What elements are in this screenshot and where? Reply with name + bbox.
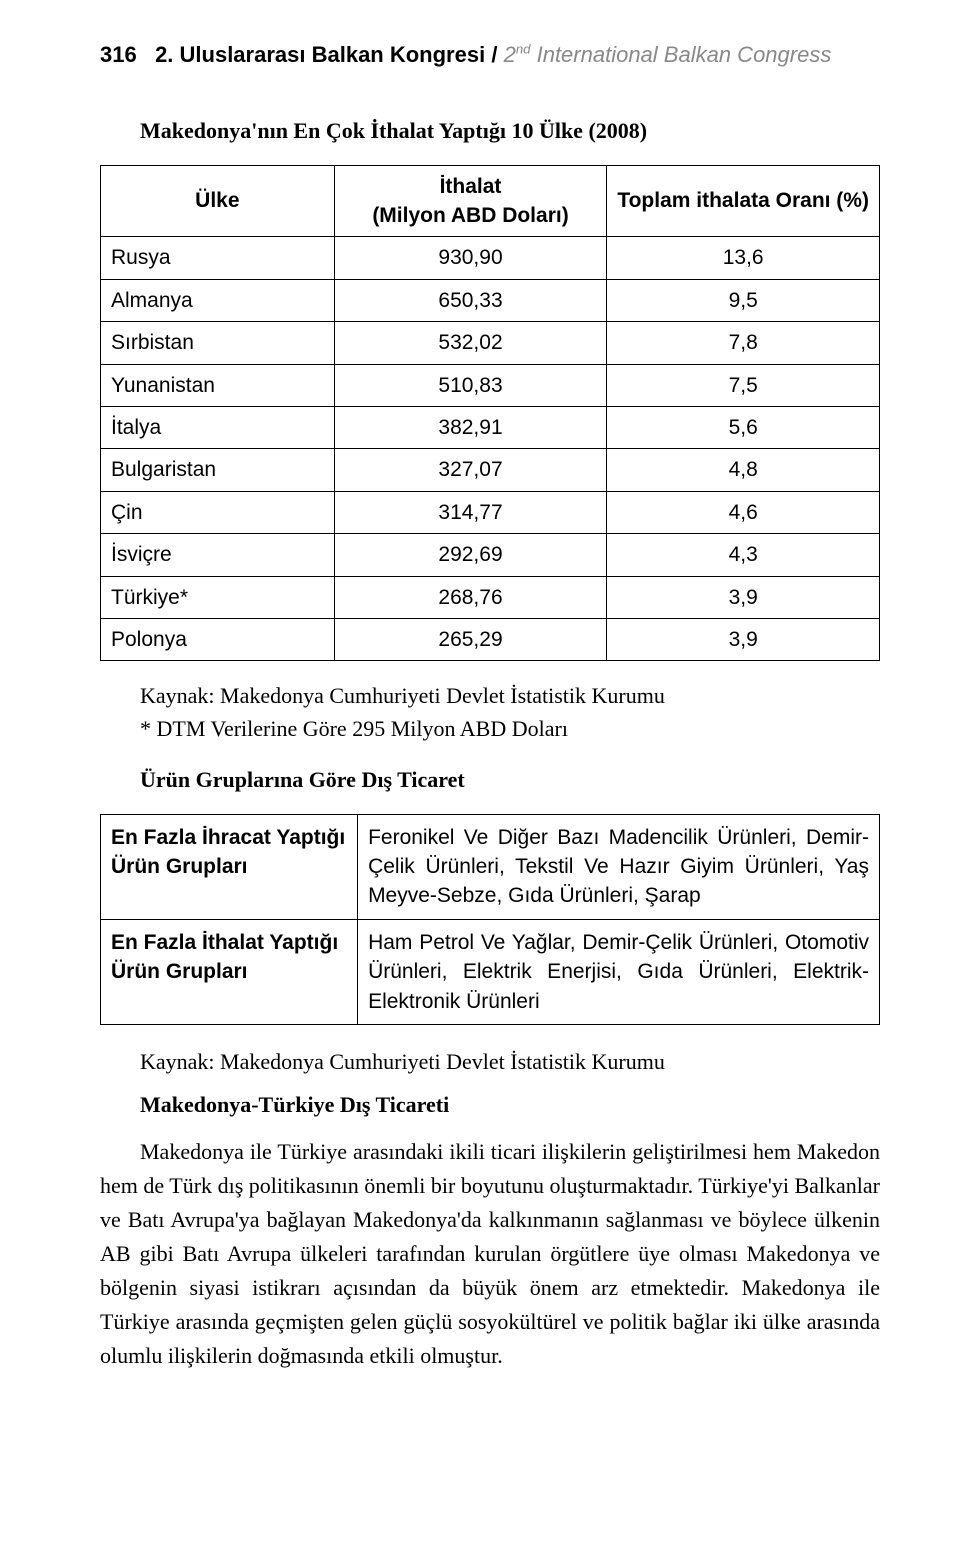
- imports-table-body: Rusya930,9013,6 Almanya650,339,5 Sırbist…: [101, 237, 880, 661]
- body-paragraph: Makedonya ile Türkiye arasındaki ikili t…: [100, 1135, 880, 1374]
- table-row: Çin314,774,6: [101, 491, 880, 533]
- table-row: Yunanistan510,837,5: [101, 364, 880, 406]
- source-note-1b: * DTM Verilerine Göre 295 Milyon ABD Dol…: [140, 714, 880, 745]
- header-title-bold: 2. Uluslararası Balkan Kongresi /: [155, 42, 497, 67]
- table-row: İsviçre292,694,3: [101, 534, 880, 576]
- group-desc: Feronikel Ve Diğer Bazı Madencilik Ürünl…: [358, 814, 880, 919]
- table-row: Almanya650,339,5: [101, 279, 880, 321]
- col1-l1: İthalat: [440, 175, 502, 198]
- group-desc: Ham Petrol Ve Yağlar, Demir-Çelik Ürünle…: [358, 919, 880, 1024]
- source-note-1a: Kaynak: Makedonya Cumhuriyeti Devlet İst…: [140, 681, 880, 712]
- group-label: En Fazla İthalat Yaptığı Ürün Grupları: [101, 919, 358, 1024]
- table-row: İtalya382,915,6: [101, 406, 880, 448]
- table-row: En Fazla İhracat Yaptığı Ürün Grupları F…: [101, 814, 880, 919]
- page-number: 316: [100, 42, 137, 67]
- header-italic-sup: nd: [516, 42, 531, 57]
- table-col-1: İthalat (Milyon ABD Doları): [334, 165, 607, 237]
- table-row: Sırbistan532,027,8: [101, 322, 880, 364]
- table-row: Rusya930,9013,6: [101, 237, 880, 279]
- table-col-2: Toplam ithalata Oranı (%): [607, 165, 880, 237]
- table-col-0: Ülke: [101, 165, 335, 237]
- product-groups-table: En Fazla İhracat Yaptığı Ürün Grupları F…: [100, 814, 880, 1025]
- table-row: En Fazla İthalat Yaptığı Ürün Grupları H…: [101, 919, 880, 1024]
- page-header: 316 2. Uluslararası Balkan Kongresi / 2n…: [100, 40, 880, 71]
- table-row: Polonya265,293,9: [101, 618, 880, 660]
- table-header-row: Ülke İthalat (Milyon ABD Doları) Toplam i…: [101, 165, 880, 237]
- table2-heading: Ürün Gruplarına Göre Dış Ticaret: [140, 765, 880, 796]
- group-label: En Fazla İhracat Yaptığı Ürün Grupları: [101, 814, 358, 919]
- imports-table: Ülke İthalat (Milyon ABD Doları) Toplam i…: [100, 165, 880, 662]
- table1-heading: Makedonya'nın En Çok İthalat Yaptığı 10 …: [140, 116, 880, 147]
- table-row: Bulgaristan327,074,8: [101, 449, 880, 491]
- sub-heading: Makedonya-Türkiye Dış Ticareti: [140, 1090, 880, 1121]
- header-italic-pre: 2: [504, 42, 516, 67]
- table-row: Türkiye*268,763,9: [101, 576, 880, 618]
- source-note-2: Kaynak: Makedonya Cumhuriyeti Devlet İst…: [140, 1047, 880, 1078]
- col1-l2: (Milyon ABD Doları): [372, 204, 568, 227]
- header-title-italic: 2nd International Balkan Congress: [504, 42, 832, 67]
- header-italic-post: International Balkan Congress: [530, 42, 831, 67]
